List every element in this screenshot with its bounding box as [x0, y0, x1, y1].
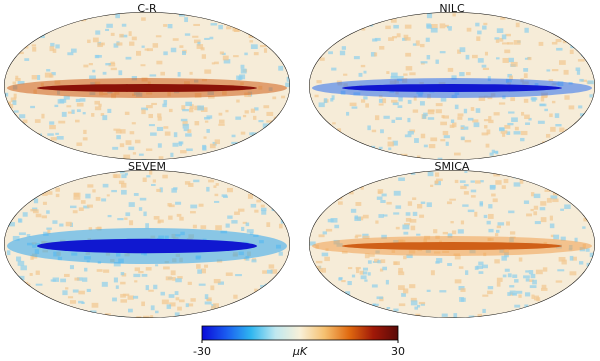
- sky-map: [309, 170, 595, 318]
- panel-title: SMICA: [435, 160, 470, 173]
- sky-map: [309, 12, 595, 160]
- panel-title: SEVEM: [128, 160, 166, 173]
- sky-map: [4, 170, 290, 318]
- colorbar-tick-label: -30: [193, 345, 211, 358]
- panel-title: NILC: [439, 2, 465, 15]
- colorbar-label: μK: [292, 345, 308, 358]
- colorbar-tick-label: 30: [391, 345, 405, 358]
- panel-title: C-R: [137, 2, 157, 15]
- sky-map: [4, 12, 290, 160]
- colorbar: [201, 325, 399, 341]
